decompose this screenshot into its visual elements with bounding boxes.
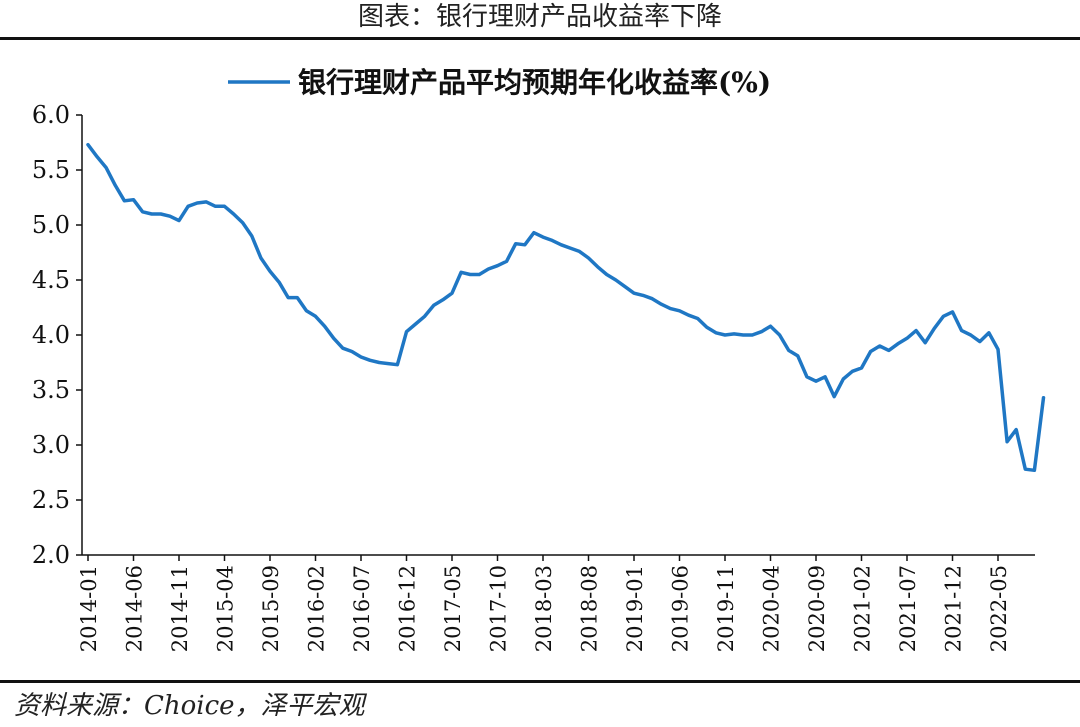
x-tick-label: 2019-06 <box>669 565 693 652</box>
figure-title: 图表：银行理财产品收益率下降 <box>357 2 722 32</box>
top-rule <box>0 37 1080 40</box>
x-tick-label: 2020-09 <box>805 565 829 652</box>
x-tick-label: 2022-05 <box>987 565 1011 652</box>
x-tick-label: 2016-12 <box>396 565 420 652</box>
x-tick-label: 2014-11 <box>168 565 192 652</box>
x-tick-label: 2021-02 <box>851 565 875 652</box>
y-axis-ticks: 6.0 5.5 5.0 4.5 4.0 3.5 3.0 2.5 2.0 <box>32 101 82 569</box>
legend-label: 银行理财产品平均预期年化收益率(%) <box>298 66 771 99</box>
x-tick-label: 2017-05 <box>441 565 465 652</box>
y-tick-label: 5.0 <box>32 211 70 239</box>
x-tick-label: 2018-03 <box>532 565 556 652</box>
y-tick-label: 3.0 <box>32 431 70 459</box>
y-tick-label: 4.5 <box>32 266 70 294</box>
y-tick-label: 2.5 <box>32 486 70 514</box>
legend: 银行理财产品平均预期年化收益率(%) <box>228 66 771 99</box>
source-note: 资料来源：Choice，泽平宏观 <box>14 691 365 721</box>
series-line-0 <box>86 142 1046 473</box>
x-tick-label: 2019-11 <box>714 565 738 652</box>
x-tick-label: 2016-07 <box>350 565 374 652</box>
y-tick-label: 3.5 <box>32 376 70 404</box>
x-tick-label: 2015-09 <box>259 565 283 652</box>
x-tick-label: 2016-02 <box>305 565 329 652</box>
x-tick-label: 2021-12 <box>942 565 966 652</box>
x-tick-label: 2018-08 <box>578 565 602 652</box>
y-tick-label: 5.5 <box>32 156 70 184</box>
x-axis-ticks: 2014-01 2014-06 2014-11 2015-04 2015-09 2016-… <box>77 555 1011 652</box>
x-tick-label: 2021-07 <box>896 565 920 652</box>
series-layer <box>86 142 1046 473</box>
bottom-rule <box>0 680 1080 683</box>
y-tick-label: 2.0 <box>32 541 70 569</box>
line-chart: 6.05.55.04.54.03.53.02.52.0 2014-01 2014-… <box>32 66 1046 652</box>
x-tick-label: 2020-04 <box>760 565 784 652</box>
x-tick-label: 2014-06 <box>123 565 147 652</box>
x-tick-label: 2017-10 <box>487 565 511 652</box>
x-tick-label: 2015-04 <box>214 565 238 652</box>
x-tick-label: 2019-01 <box>623 565 647 652</box>
chart-axes <box>81 115 1035 556</box>
y-tick-label: 6.0 <box>32 101 70 129</box>
y-tick-label: 4.0 <box>32 321 70 349</box>
x-tick-label: 2014-01 <box>77 565 101 652</box>
